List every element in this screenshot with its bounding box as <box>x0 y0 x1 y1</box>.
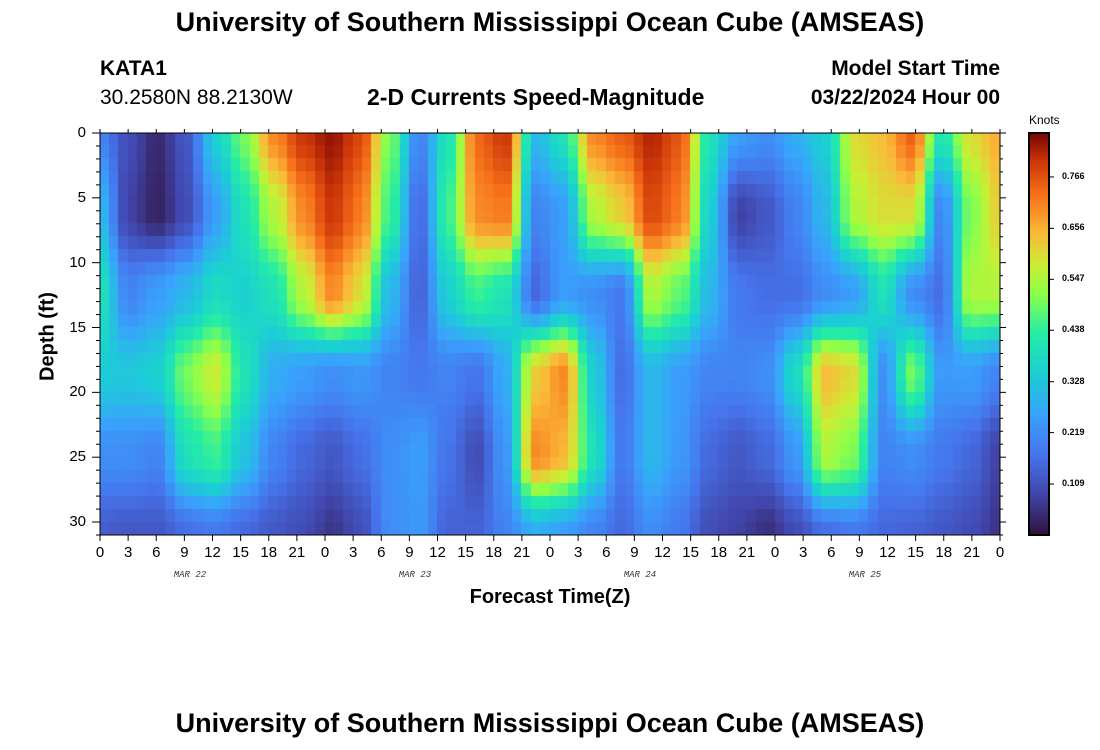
x-tick-label: 6 <box>602 544 611 561</box>
colorbar-tick-label: 0.328 <box>1062 375 1085 386</box>
colorbar-gradient <box>1029 133 1049 535</box>
x-tick-label: 0 <box>995 544 1005 561</box>
plot-frame <box>99 132 1001 536</box>
x-tick-label: 12 <box>429 544 446 561</box>
x-tick-label: 0 <box>95 544 105 561</box>
x-tick-label: 21 <box>738 544 756 561</box>
x-tick-label: 21 <box>513 544 531 561</box>
station-location: 30.2580N 88.2130W <box>100 86 293 109</box>
x-tick-label: 6 <box>377 544 386 561</box>
y-axis-label: Depth (ft) <box>36 292 59 381</box>
y-tick-label: 30 <box>69 513 86 531</box>
colorbar-frame <box>1028 132 1050 536</box>
y-tick-label: 5 <box>77 188 86 206</box>
y-tick-label: 25 <box>69 448 86 466</box>
date-label: MAR 22 <box>173 570 207 580</box>
y-tick-label: 15 <box>69 318 86 336</box>
x-tick-label: 9 <box>855 544 864 561</box>
x-tick-label: 15 <box>457 544 474 561</box>
colorbar-tick-label: 0.438 <box>1062 324 1085 335</box>
x-tick-label: 21 <box>963 544 981 561</box>
x-tick-label: 18 <box>260 544 278 561</box>
x-tick-label: 12 <box>204 544 221 561</box>
model-start-label: Model Start Time <box>831 57 1000 80</box>
heatmap-plot <box>100 133 1000 535</box>
x-tick-label: 6 <box>152 544 161 561</box>
x-tick-label: 0 <box>320 544 330 561</box>
colorbar-tick-label: 0.766 <box>1062 170 1085 181</box>
date-label: MAR 23 <box>398 570 432 580</box>
colorbar-tick-label: 0.219 <box>1062 426 1085 437</box>
x-tick-label: 9 <box>180 544 189 561</box>
chart-title-repeat: University of Southern Mississippi Ocean… <box>175 708 925 738</box>
colorbar-unit-label: Knots <box>1029 113 1060 127</box>
y-tick-label: 0 <box>77 124 86 141</box>
date-label: MAR 25 <box>848 570 882 580</box>
y-tick-label: 10 <box>69 253 86 271</box>
x-tick-label: 15 <box>907 544 924 561</box>
date-label: MAR 24 <box>623 570 657 580</box>
x-tick-label: 9 <box>630 544 639 561</box>
x-tick-label: 0 <box>770 544 780 561</box>
chart-title: University of Southern Mississippi Ocean… <box>175 7 925 37</box>
x-tick-label: 3 <box>123 544 133 561</box>
x-tick-label: 12 <box>879 544 896 561</box>
x-tick-label: 18 <box>710 544 728 561</box>
x-tick-label: 9 <box>405 544 414 561</box>
x-axis-label: Forecast Time(Z) <box>469 586 631 608</box>
x-tick-label: 21 <box>288 544 306 561</box>
colorbar-tick-label: 0.656 <box>1062 222 1085 233</box>
model-start-value: 03/22/2024 Hour 00 <box>810 86 1000 109</box>
station-name: KATA1 <box>100 57 167 80</box>
x-tick-label: 3 <box>348 544 358 561</box>
y-tick-label: 20 <box>69 383 86 401</box>
x-tick-label: 3 <box>573 544 583 561</box>
x-tick-label: 15 <box>682 544 699 561</box>
colorbar-tick-label: 0.109 <box>1062 478 1085 489</box>
chart-subtitle: 2-D Currents Speed-Magnitude <box>367 84 705 110</box>
x-tick-label: 18 <box>935 544 953 561</box>
colorbar-tick-label: 0.547 <box>1062 273 1085 284</box>
x-tick-label: 18 <box>485 544 503 561</box>
x-tick-label: 0 <box>545 544 555 561</box>
x-tick-label: 6 <box>827 544 836 561</box>
x-tick-label: 12 <box>654 544 671 561</box>
x-tick-label: 15 <box>232 544 249 561</box>
x-tick-label: 3 <box>798 544 808 561</box>
